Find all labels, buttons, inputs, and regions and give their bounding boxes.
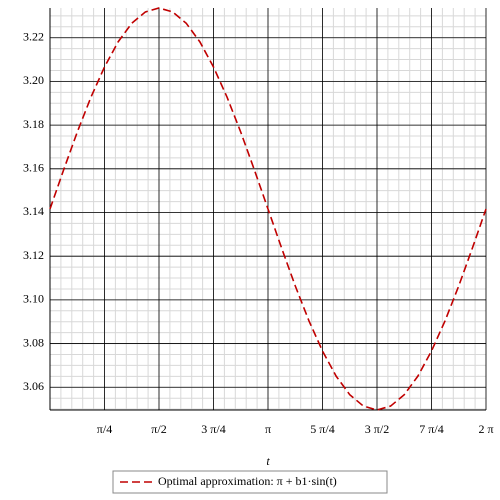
x-tick-label: 7 π/4 [419,422,443,436]
y-tick-label: 3.14 [23,204,44,218]
x-tick-label: π [265,422,271,436]
y-tick-label: 3.18 [23,117,44,131]
x-tick-label: 3 π/2 [365,422,389,436]
y-tick-label: 3.12 [23,248,44,262]
y-tick-label: 3.06 [23,379,44,393]
x-tick-label: π/4 [97,422,112,436]
y-tick-label: 3.20 [23,73,44,87]
y-tick-label: 3.10 [23,292,44,306]
y-tick-label: 3.22 [23,29,44,43]
legend-box [112,470,388,494]
x-tick-label: 5 π/4 [310,422,334,436]
y-tick-label: 3.16 [23,161,44,175]
x-tick-label: 3 π/4 [201,422,225,436]
legend-label: Optimal approximation: π + b1·sin(t) [158,474,337,488]
x-axis-label: t [266,454,270,468]
x-tick-label: π/2 [151,422,166,436]
x-tick-label: 2 π [478,422,493,436]
data-line [49,7,487,411]
y-tick-label: 3.08 [23,335,44,349]
